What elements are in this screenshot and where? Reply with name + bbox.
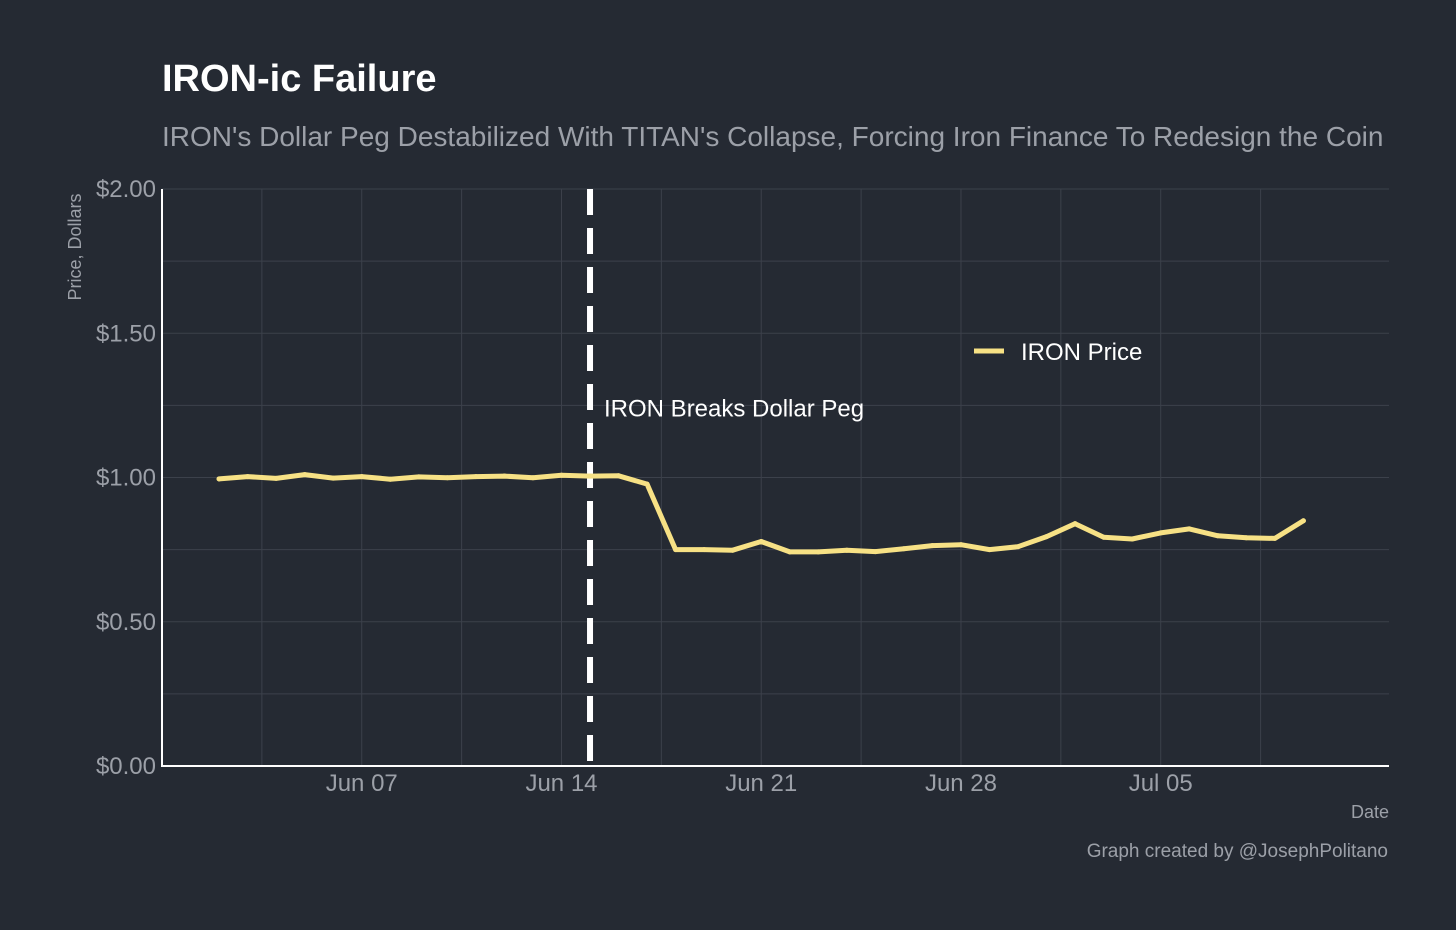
chart-caption: Graph created by @JosephPolitano [1086, 841, 1388, 862]
data-point [929, 543, 935, 549]
y-tick-label: $1.00 [96, 465, 156, 492]
data-point [416, 474, 422, 480]
data-point [330, 475, 336, 481]
y-axis-title: Price, Dollars [65, 193, 85, 300]
x-tick-label: Jun 21 [725, 770, 797, 797]
data-point [616, 473, 622, 479]
data-point [958, 542, 964, 548]
x-axis-title: Date [1351, 802, 1389, 822]
data-point [730, 547, 736, 553]
data-point [701, 547, 707, 553]
data-point [245, 474, 251, 480]
data-point [673, 547, 679, 553]
y-tick-label: $0.00 [96, 753, 156, 780]
chart-title: IRON-ic Failure [162, 58, 437, 100]
data-point [1101, 534, 1107, 540]
peg-break-annotation: IRON Breaks Dollar Peg [604, 395, 864, 422]
data-point [787, 549, 793, 555]
data-point [216, 476, 222, 482]
data-point [987, 547, 993, 553]
data-point [302, 472, 308, 478]
data-point [1243, 535, 1249, 541]
data-point [359, 474, 365, 480]
data-point [501, 473, 507, 479]
chart-subtitle: IRON's Dollar Peg Destabilized With TITA… [162, 121, 1384, 152]
data-point [901, 546, 907, 552]
data-point [1158, 530, 1164, 536]
y-tick-label: $0.50 [96, 609, 156, 636]
data-point [273, 475, 279, 481]
data-point [587, 473, 593, 479]
data-point [530, 475, 536, 481]
x-tick-label: Jun 14 [525, 770, 597, 797]
data-point [558, 472, 564, 478]
data-point [1072, 521, 1078, 527]
data-point [1015, 544, 1021, 550]
data-point [815, 549, 821, 555]
data-point [1300, 518, 1306, 524]
x-tick-label: Jun 07 [326, 770, 398, 797]
data-point [844, 547, 850, 553]
data-point [1129, 536, 1135, 542]
data-point [1272, 535, 1278, 541]
data-point [444, 475, 450, 481]
data-point [1044, 534, 1050, 540]
x-tick-label: Jul 05 [1129, 770, 1193, 797]
data-point [872, 549, 878, 555]
x-tick-label: Jun 28 [925, 770, 997, 797]
y-tick-label: $2.00 [96, 176, 156, 203]
y-tick-label: $1.50 [96, 320, 156, 347]
data-point [387, 476, 393, 482]
legend-label: IRON Price [1021, 339, 1142, 366]
data-point [1186, 526, 1192, 532]
data-point [644, 481, 650, 487]
data-point [758, 539, 764, 545]
data-point [1215, 533, 1221, 539]
data-point [473, 474, 479, 480]
